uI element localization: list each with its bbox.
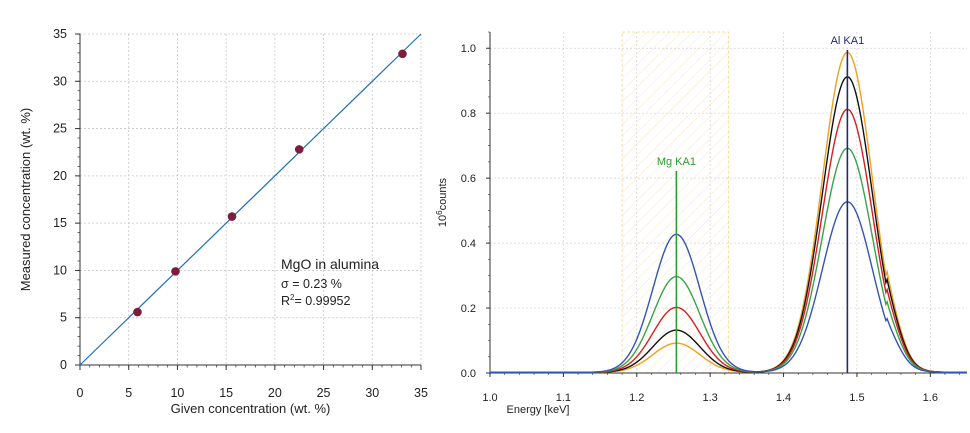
y-tick-label: 30 bbox=[53, 74, 67, 88]
annotation-sigma: σ = 0.23 % bbox=[281, 277, 342, 291]
highlight-band bbox=[621, 31, 729, 374]
x-tick-label: 15 bbox=[219, 386, 233, 400]
y-tick-label: 20 bbox=[53, 169, 67, 183]
x-tick-labels: 1.0 1.1 1.2 1.3 1.4 1.5 1.6 bbox=[482, 392, 938, 404]
x-tick-label: 1.2 bbox=[629, 392, 644, 404]
y-tick-label: 0.4 bbox=[461, 238, 476, 250]
y-label-sup: 6 bbox=[435, 210, 444, 215]
y-tick-label: 15 bbox=[53, 216, 67, 230]
y-tick-label: 0.0 bbox=[461, 368, 476, 380]
calibration-chart: 0 5 10 15 20 25 30 35 0 5 10 15 20 25 30 35 Given conc… bbox=[18, 27, 428, 416]
x-tick-label: 35 bbox=[414, 386, 428, 400]
data-point bbox=[227, 212, 237, 221]
x-tick-label: 1.4 bbox=[776, 392, 791, 404]
x-axis-label: Energy [keV] bbox=[507, 404, 570, 416]
y-label-prefix: 10 bbox=[437, 215, 449, 227]
axes bbox=[75, 33, 422, 370]
x-tick-label: 30 bbox=[365, 386, 379, 400]
x-tick-label: 10 bbox=[170, 386, 184, 400]
x-tick-label: 1.3 bbox=[703, 392, 718, 404]
y-tick-label: 5 bbox=[60, 311, 67, 325]
y-tick-label: 25 bbox=[53, 122, 67, 136]
data-point bbox=[133, 307, 142, 317]
y-tick-labels: 0.0 0.2 0.4 0.6 0.8 1.0 bbox=[461, 43, 476, 380]
fit-line bbox=[79, 33, 422, 366]
r2-prefix: R bbox=[281, 294, 290, 308]
y-tick-label: 35 bbox=[53, 27, 67, 41]
r2-sup: 2 bbox=[290, 293, 295, 302]
y-tick-label: 1.0 bbox=[461, 43, 476, 55]
x-tick-labels: 0 5 10 15 20 25 30 35 bbox=[77, 386, 428, 400]
spectrum-line bbox=[490, 201, 967, 374]
x-tick-label: 1.0 bbox=[482, 392, 497, 404]
spectrum-chart: 1.0 1.1 1.2 1.3 1.4 1.5 1.6 0.0 0.2 0.4 0.6 0.8 1.0… bbox=[435, 31, 967, 416]
y-axis-label: 106counts bbox=[435, 177, 449, 227]
data-point bbox=[171, 267, 180, 276]
y-tick-labels: 0 5 10 15 20 25 30 35 bbox=[53, 27, 67, 372]
annotation-title: MgO in alumina bbox=[281, 256, 379, 272]
y-tick-label: 0.6 bbox=[461, 173, 476, 185]
r2-value: = 0.99952 bbox=[294, 294, 350, 308]
x-tick-label: 25 bbox=[317, 386, 331, 400]
peak-markers: Mg KA1 Al KA1 bbox=[657, 35, 864, 373]
peak-marker-label: Al KA1 bbox=[831, 35, 865, 47]
y-label-suffix: counts bbox=[437, 177, 449, 210]
data-point bbox=[294, 145, 304, 154]
peak-marker-label: Mg KA1 bbox=[657, 156, 696, 168]
data-points bbox=[133, 49, 407, 317]
y-axis-label: Measured concentration (wt. %) bbox=[18, 108, 33, 292]
y-tick-label: 10 bbox=[53, 263, 67, 277]
x-axis-label: Given concentration (wt. %) bbox=[171, 401, 331, 416]
x-tick-label: 1.1 bbox=[556, 392, 571, 404]
annotation: MgO in alumina σ = 0.23 % R2= 0.99952 bbox=[281, 256, 379, 308]
y-tick-label: 0.2 bbox=[461, 303, 476, 315]
x-tick-label: 5 bbox=[125, 386, 132, 400]
data-point bbox=[398, 49, 407, 59]
spectrum-series bbox=[490, 51, 967, 374]
x-tick-label: 20 bbox=[268, 386, 282, 400]
y-tick-label: 0.8 bbox=[461, 108, 476, 120]
x-tick-label: 1.5 bbox=[849, 392, 864, 404]
x-tick-label: 1.6 bbox=[923, 392, 938, 404]
y-tick-label: 0 bbox=[60, 358, 67, 372]
annotation-r2: R2= 0.99952 bbox=[281, 293, 350, 308]
x-tick-label: 0 bbox=[77, 386, 84, 400]
